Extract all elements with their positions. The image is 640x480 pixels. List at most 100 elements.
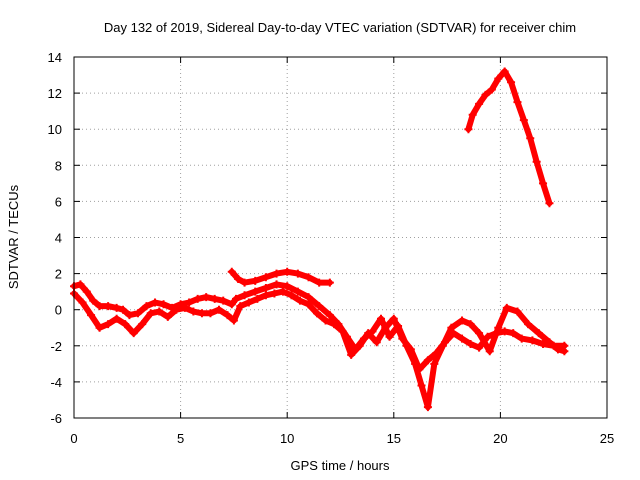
x-tick-label: 5 — [177, 431, 184, 446]
data-point — [155, 307, 164, 316]
data-point — [210, 294, 219, 303]
data-point — [313, 309, 322, 318]
data-point — [180, 303, 189, 312]
data-point — [385, 332, 394, 341]
data-point — [236, 302, 245, 311]
data-point — [347, 350, 356, 359]
data-point — [513, 98, 522, 107]
x-axis-ticks: 0 5 10 15 20 25 — [70, 57, 614, 446]
data-point — [526, 134, 535, 143]
data-point — [287, 291, 296, 300]
data-point — [125, 311, 134, 320]
data-point — [524, 320, 533, 329]
data-point — [261, 291, 270, 300]
data-point — [189, 307, 198, 316]
y-tick-label: -4 — [50, 375, 62, 390]
series-lower-track-a — [70, 280, 569, 412]
data-point — [372, 338, 381, 347]
series-lower-track-b — [70, 287, 569, 374]
data-point — [458, 334, 467, 343]
data-point — [304, 300, 313, 309]
data-point — [146, 309, 155, 318]
data-point — [330, 320, 339, 329]
data-point — [206, 309, 215, 318]
data-point — [227, 267, 236, 276]
data-point — [432, 349, 441, 358]
data-point — [507, 78, 516, 87]
data-point — [121, 320, 130, 329]
data-point — [423, 403, 432, 412]
data-point — [475, 99, 484, 108]
data-point — [389, 314, 398, 323]
data-point — [129, 329, 138, 338]
grid-lines — [74, 57, 607, 418]
data-point — [159, 300, 168, 309]
data-point — [95, 323, 104, 332]
data-point — [163, 312, 172, 321]
data-point — [440, 338, 449, 347]
data-point — [234, 275, 243, 284]
x-tick-label: 0 — [70, 431, 77, 446]
data-point — [325, 278, 334, 287]
series-middle-track — [227, 267, 334, 287]
data-point — [475, 343, 484, 352]
x-axis-label: GPS time / hours — [291, 458, 390, 473]
data-point — [232, 294, 241, 303]
y-tick-label: 12 — [48, 86, 62, 101]
data-point — [244, 298, 253, 307]
data-point — [293, 269, 302, 278]
data-point — [466, 320, 475, 329]
data-point — [219, 296, 228, 305]
data-point — [377, 314, 386, 323]
data-point — [545, 199, 554, 208]
series-upper-track — [464, 67, 554, 208]
data-point — [468, 110, 477, 119]
data-point — [261, 273, 270, 282]
data-series — [70, 67, 569, 412]
y-tick-label: 0 — [55, 303, 62, 318]
data-point — [304, 293, 313, 302]
data-point — [519, 116, 528, 125]
data-point — [500, 67, 509, 76]
data-point — [185, 298, 194, 307]
data-point — [272, 269, 281, 278]
y-tick-label: -2 — [50, 339, 62, 354]
data-point — [251, 287, 260, 296]
data-point — [253, 294, 262, 303]
data-point — [95, 302, 104, 311]
data-point — [509, 329, 518, 338]
data-point — [283, 282, 292, 291]
data-point — [487, 85, 496, 94]
data-point — [223, 311, 232, 320]
data-point — [539, 339, 548, 348]
data-point — [270, 289, 279, 298]
data-point — [534, 329, 543, 338]
data-point — [549, 341, 558, 350]
data-point — [481, 90, 490, 99]
y-tick-label: -6 — [50, 411, 62, 426]
data-point — [464, 125, 473, 134]
data-point — [430, 359, 439, 368]
data-point — [138, 320, 147, 329]
data-point — [76, 280, 85, 289]
data-point — [475, 329, 484, 338]
data-point — [104, 320, 113, 329]
data-point — [355, 341, 364, 350]
data-point — [406, 345, 415, 354]
data-point — [295, 296, 304, 305]
data-point — [261, 284, 270, 293]
data-point — [87, 311, 96, 320]
plot-frame — [73, 56, 608, 419]
data-point — [315, 278, 324, 287]
y-tick-label: 14 — [48, 50, 62, 65]
data-point — [398, 334, 407, 343]
data-point — [119, 305, 128, 314]
y-tick-label: 2 — [55, 267, 62, 282]
data-point — [417, 381, 426, 390]
data-point — [539, 179, 548, 188]
series-line — [465, 68, 553, 207]
x-tick-label: 20 — [493, 431, 507, 446]
data-point — [485, 347, 494, 356]
data-point — [293, 287, 302, 296]
